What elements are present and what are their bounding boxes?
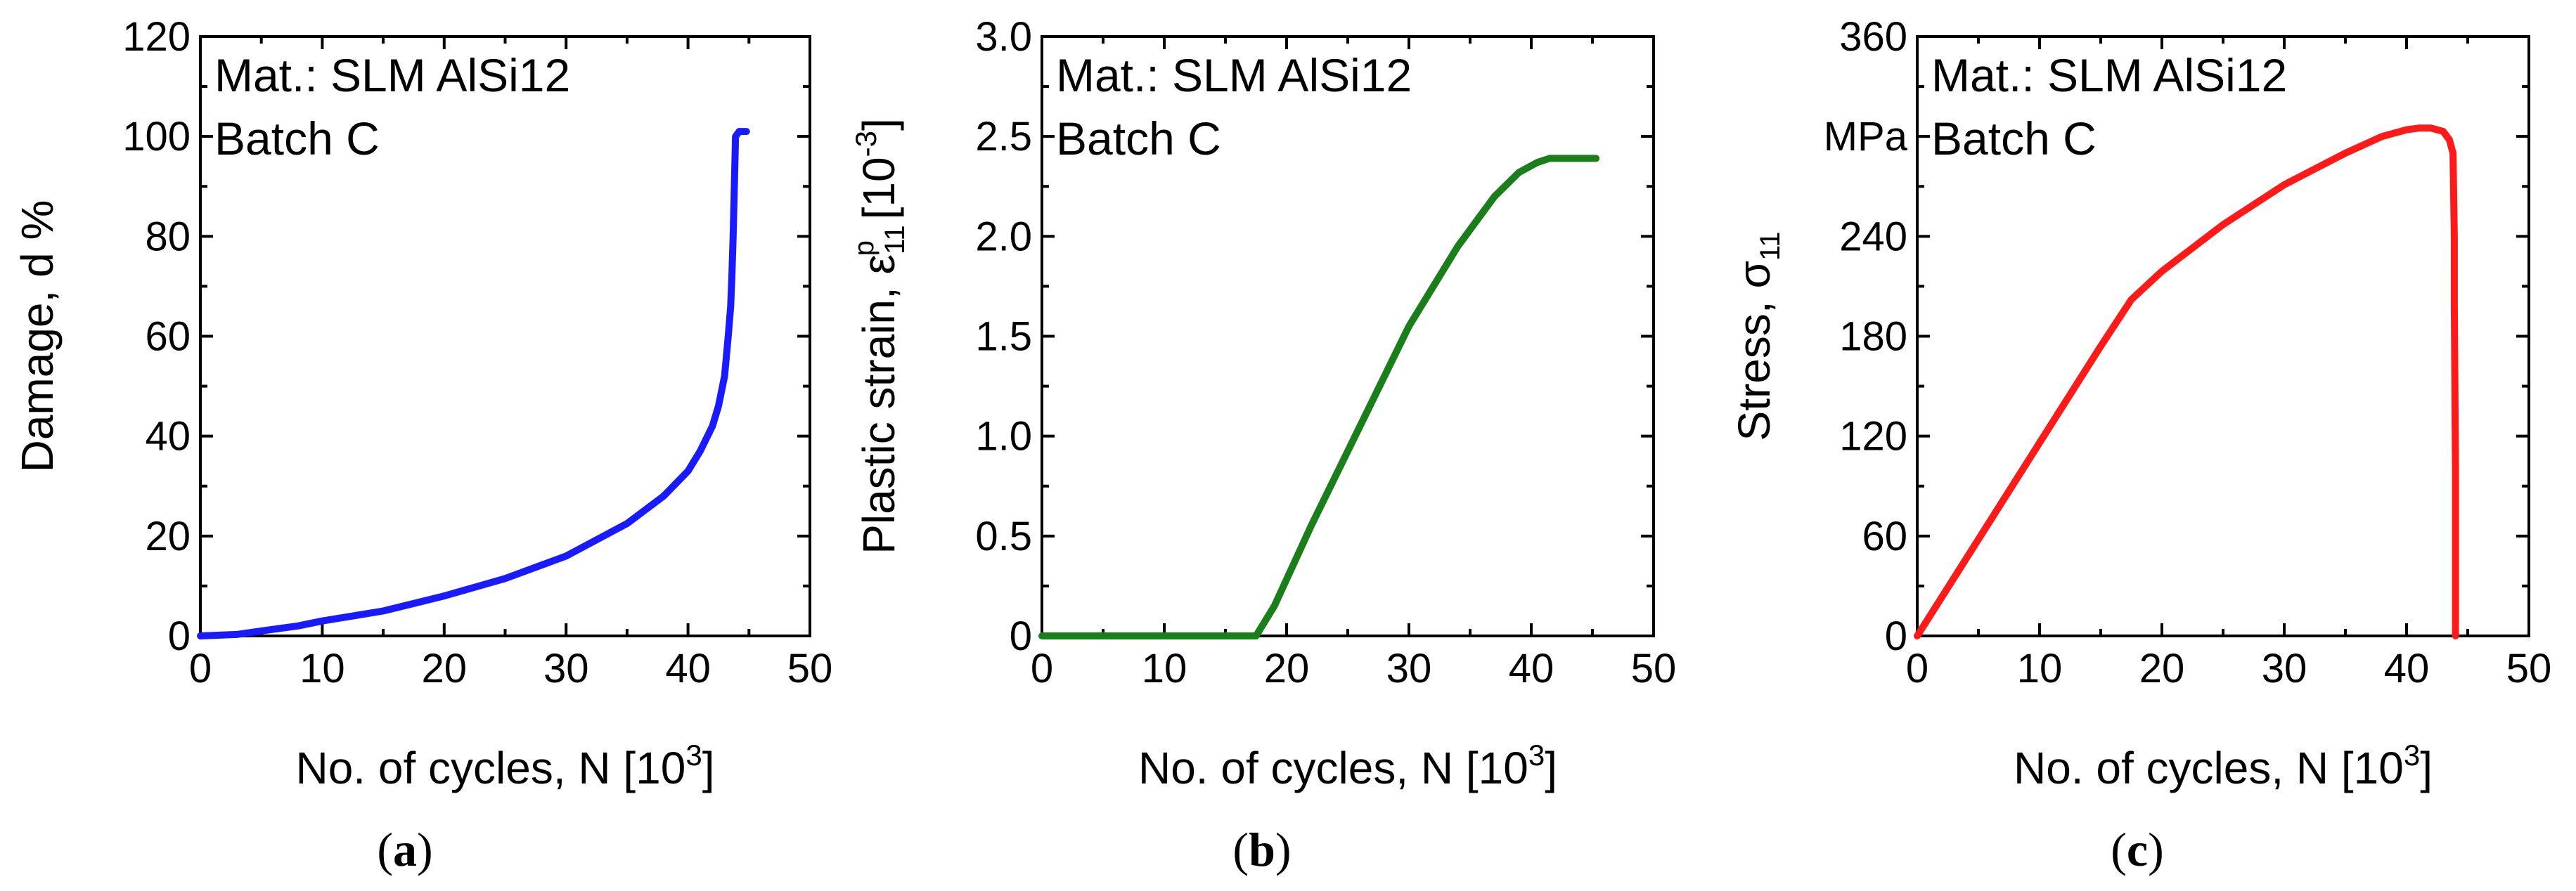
x-tick-label: 40	[1509, 646, 1554, 691]
x-tick-label: 10	[2017, 646, 2063, 691]
y-tick-label: 1.0	[975, 414, 1032, 460]
y-axis-label: Damage, d %	[12, 200, 63, 473]
panel-caption: (c)	[2111, 823, 2164, 876]
x-tick-label: 0	[189, 646, 212, 691]
x-tick-label: 50	[787, 646, 833, 691]
annotation-material: Mat.: SLM AlSi12	[1931, 49, 2287, 101]
y-axis-label: Stress, σ11	[1729, 232, 1786, 441]
x-tick-label: 10	[300, 646, 345, 691]
y-tick-label: 3.0	[975, 14, 1032, 60]
y-tick-label: 20	[145, 514, 191, 559]
annotation-material: Mat.: SLM AlSi12	[214, 49, 570, 101]
panel-a: 0 10 20 30 40 50 0 20 40 60 80 100 120 Mat.: SLM AlSi…	[12, 14, 832, 876]
data-series-line	[1914, 124, 2459, 639]
y-tick-label: 0	[1010, 613, 1032, 659]
y-tick-label: 60	[145, 314, 191, 360]
panel-b: 0 10 20 30 40 50 0 0.5 1.0 1.5 2.0 2.5 3.0 Mat.: SLM …	[849, 14, 1676, 876]
y-unit-label: MPa	[1824, 114, 1908, 160]
y-tick-label: 120	[1839, 414, 1907, 460]
y-tick-label: 40	[145, 414, 191, 460]
x-tick-label: 0	[1031, 646, 1053, 691]
x-axis-label: No. of cycles, N [103]	[1138, 739, 1557, 793]
y-tick-label: 2.0	[975, 214, 1032, 259]
data-series-line	[1038, 155, 1600, 639]
x-tick-label: 30	[2262, 646, 2307, 691]
x-tick-label: 10	[1142, 646, 1187, 691]
y-tick-label: 0	[168, 613, 191, 659]
y-tick-label: 360	[1839, 14, 1907, 60]
y-axis-label: Plastic strain, ε11p [10-3]	[849, 118, 910, 554]
x-axis-label: No. of cycles, N [103]	[2014, 739, 2433, 793]
x-tick-label: 30	[543, 646, 589, 691]
x-tick-label: 20	[2139, 646, 2185, 691]
annotation-batch: Batch C	[1056, 112, 1221, 164]
x-tick-label: 30	[1386, 646, 1432, 691]
y-tick-label: 2.5	[975, 114, 1032, 160]
y-tick-label: 60	[1862, 514, 1907, 559]
y-tick-label: 0	[1885, 613, 1907, 659]
x-tick-label: 50	[2506, 646, 2552, 691]
data-series-line	[197, 128, 750, 639]
y-tick-label: 80	[145, 214, 191, 259]
x-tick-label: 50	[1631, 646, 1677, 691]
y-tick-label: 120	[122, 14, 191, 60]
x-tick-label: 40	[2384, 646, 2430, 691]
annotation-batch: Batch C	[1931, 112, 2097, 164]
x-tick-label: 20	[422, 646, 468, 691]
y-tick-label: 100	[122, 114, 191, 160]
y-tick-label: 0.5	[975, 514, 1032, 559]
y-tick-label: 240	[1839, 214, 1907, 259]
x-tick-label: 0	[1906, 646, 1928, 691]
x-axis-label: No. of cycles, N [103]	[295, 739, 714, 793]
x-tick-label: 40	[665, 646, 711, 691]
y-tick-label: 180	[1839, 314, 1907, 360]
annotation-material: Mat.: SLM AlSi12	[1056, 49, 1412, 101]
panel-caption: (b)	[1232, 823, 1291, 876]
annotation-batch: Batch C	[214, 112, 380, 164]
panel-c: 0 10 20 30 40 50 0 60 120 180 240 MPa 360 Mat.: SLM A…	[1729, 14, 2551, 876]
y-tick-label: 1.5	[975, 314, 1032, 360]
x-tick-label: 20	[1264, 646, 1310, 691]
panel-caption: (a)	[377, 823, 432, 876]
